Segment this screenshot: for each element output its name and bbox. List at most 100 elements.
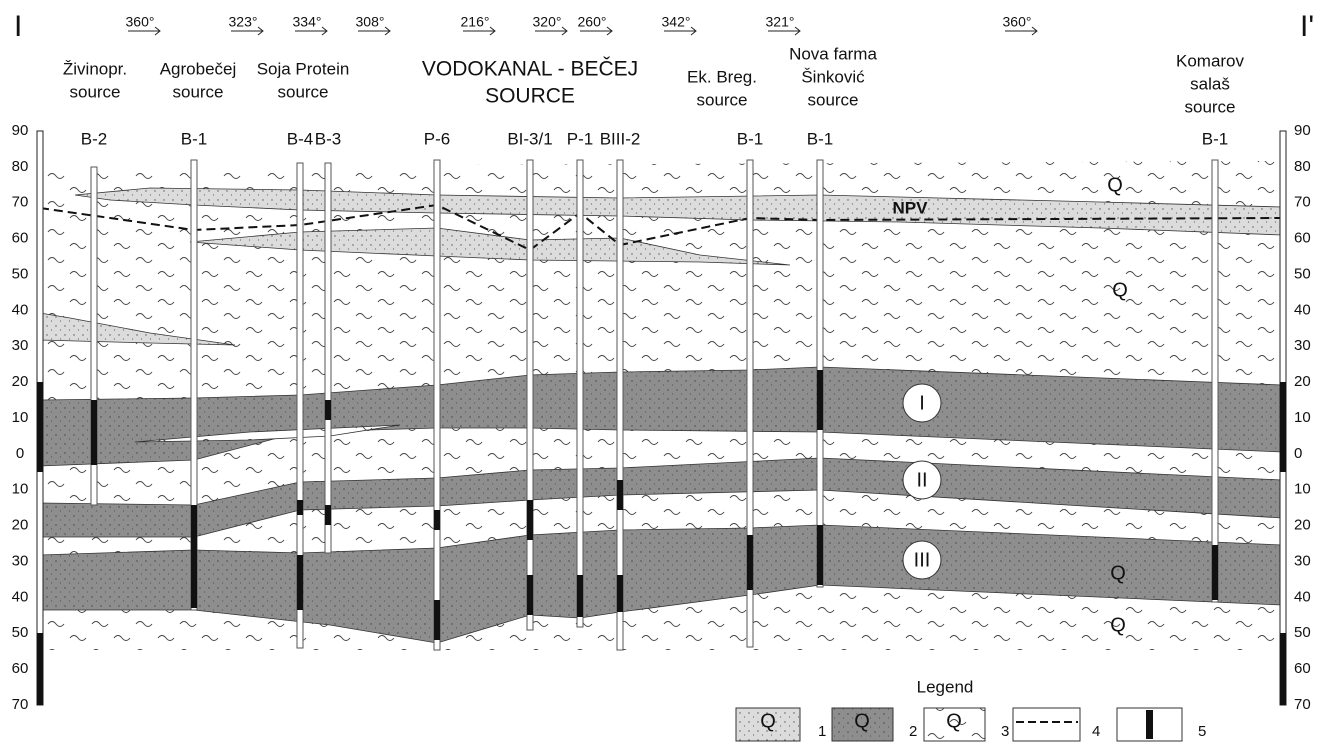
source-label: Nova farma: [789, 44, 877, 63]
well-label: BIII-2: [600, 129, 641, 148]
legend-symbol: Q: [854, 710, 870, 732]
legend-swatch: [1013, 708, 1080, 741]
depth-label: 70: [1294, 696, 1311, 713]
well-screen: [297, 555, 303, 610]
well: [577, 160, 583, 627]
depth-label: 70: [1294, 194, 1311, 211]
layer-label: Q: [1110, 614, 1126, 636]
depth-label: 50: [1294, 265, 1311, 282]
source-label: VODOKANAL - BEČEJ: [422, 58, 638, 81]
depth-label: 10: [1294, 409, 1311, 426]
well-label: P-6: [424, 129, 450, 148]
well-label: BI-3/1: [507, 129, 552, 148]
depth-label: 30: [12, 337, 29, 354]
well-screen: [191, 505, 197, 608]
layer-label: II: [916, 469, 927, 491]
depth-label: 50: [1294, 624, 1311, 641]
depth-label: 80: [1294, 158, 1311, 175]
source-label: Komarov: [1176, 51, 1245, 70]
well-label: B-1: [181, 129, 207, 148]
bearing: 321°: [766, 14, 795, 30]
well-screen: [1212, 545, 1218, 600]
source-label: source: [172, 82, 223, 101]
section-end: I': [1300, 10, 1314, 43]
legend-number: 3: [1001, 723, 1009, 740]
source-label: Agrobečej: [160, 59, 237, 78]
layer-label: NPV: [893, 198, 929, 217]
axis-bar-black: [1280, 382, 1286, 472]
axis-bar-black: [37, 382, 43, 472]
depth-label: 60: [1294, 230, 1311, 247]
well-label: P-1: [567, 129, 593, 148]
well: [527, 160, 533, 630]
depth-label: 40: [1294, 301, 1311, 318]
depth-label: 40: [12, 588, 29, 605]
depth-label: 40: [1294, 588, 1311, 605]
well: [325, 163, 331, 553]
axis-bar-black: [37, 633, 43, 705]
depth-label: 90: [1294, 122, 1311, 139]
depth-label: 20: [12, 517, 29, 534]
section-end: I: [14, 10, 22, 43]
legend-symbol: Q: [946, 710, 962, 732]
bearing: 334°: [293, 14, 322, 30]
source-label: source: [277, 82, 328, 101]
depth-label: 0: [16, 445, 24, 462]
well-screen: [527, 500, 533, 540]
depth-label: 60: [12, 230, 29, 247]
well: [1212, 160, 1218, 602]
legend-number: 4: [1092, 723, 1100, 740]
depth-label: 20: [1294, 373, 1311, 390]
legend-title: Legend: [917, 677, 974, 696]
depth-label: 10: [1294, 481, 1311, 498]
depth-label: 70: [12, 696, 29, 713]
source-label: source: [696, 90, 747, 109]
bearing: 323°: [229, 14, 258, 30]
bearing: 308°: [356, 14, 385, 30]
bearing: 216°: [461, 14, 490, 30]
well-screen: [325, 505, 331, 525]
layer-label: Q: [1110, 562, 1126, 584]
layer-label: III: [914, 549, 931, 571]
layers: [40, 161, 1282, 650]
well-screen: [747, 535, 753, 590]
well-screen: [817, 525, 823, 585]
well-screen: [434, 510, 440, 530]
depth-label: 60: [1294, 660, 1311, 677]
source-label: source: [69, 82, 120, 101]
source-label: salaš: [1190, 74, 1230, 93]
depth-label: 70: [12, 194, 29, 211]
bearing: 260°: [578, 14, 607, 30]
depth-label: 50: [12, 624, 29, 641]
well-label: B-3: [315, 129, 341, 148]
well-label: B-1: [737, 129, 763, 148]
legend-number: 5: [1198, 723, 1206, 740]
layer-label: Q: [1107, 174, 1123, 196]
bearing: 342°: [662, 14, 691, 30]
source-label: source: [807, 90, 858, 109]
depth-label: 20: [1294, 517, 1311, 534]
depth-label: 10: [12, 409, 29, 426]
bearing: 320°: [533, 14, 562, 30]
depth-label: 90: [12, 122, 29, 139]
source-label: Ek. Breg.: [687, 67, 757, 86]
depth-label: 10: [12, 481, 29, 498]
depth-label: 60: [12, 660, 29, 677]
well-screen: [817, 370, 823, 430]
source-label: source: [1184, 97, 1235, 116]
source-label: Živinopr.: [63, 59, 127, 78]
cross-section: I I' 360° 323° 334° 308° 216° 320° 260° 342° 321° 3…: [0, 0, 1329, 742]
layer-label: I: [919, 392, 925, 414]
layer-label: Q: [1112, 279, 1128, 301]
well-label: B-1: [807, 129, 833, 148]
bearing: 360°: [126, 14, 155, 30]
source-label: SOURCE: [485, 85, 575, 108]
depth-label: 20: [12, 373, 29, 390]
page: I I' 360° 323° 334° 308° 216° 320° 260° 342° 321° 3…: [0, 0, 1329, 742]
source-label: Soja Protein: [257, 59, 350, 78]
source-label: Šinković: [801, 67, 865, 86]
well-screen: [577, 575, 583, 617]
legend-screen: [1146, 710, 1153, 739]
well-screen: [434, 600, 440, 640]
depth-label: 30: [12, 552, 29, 569]
